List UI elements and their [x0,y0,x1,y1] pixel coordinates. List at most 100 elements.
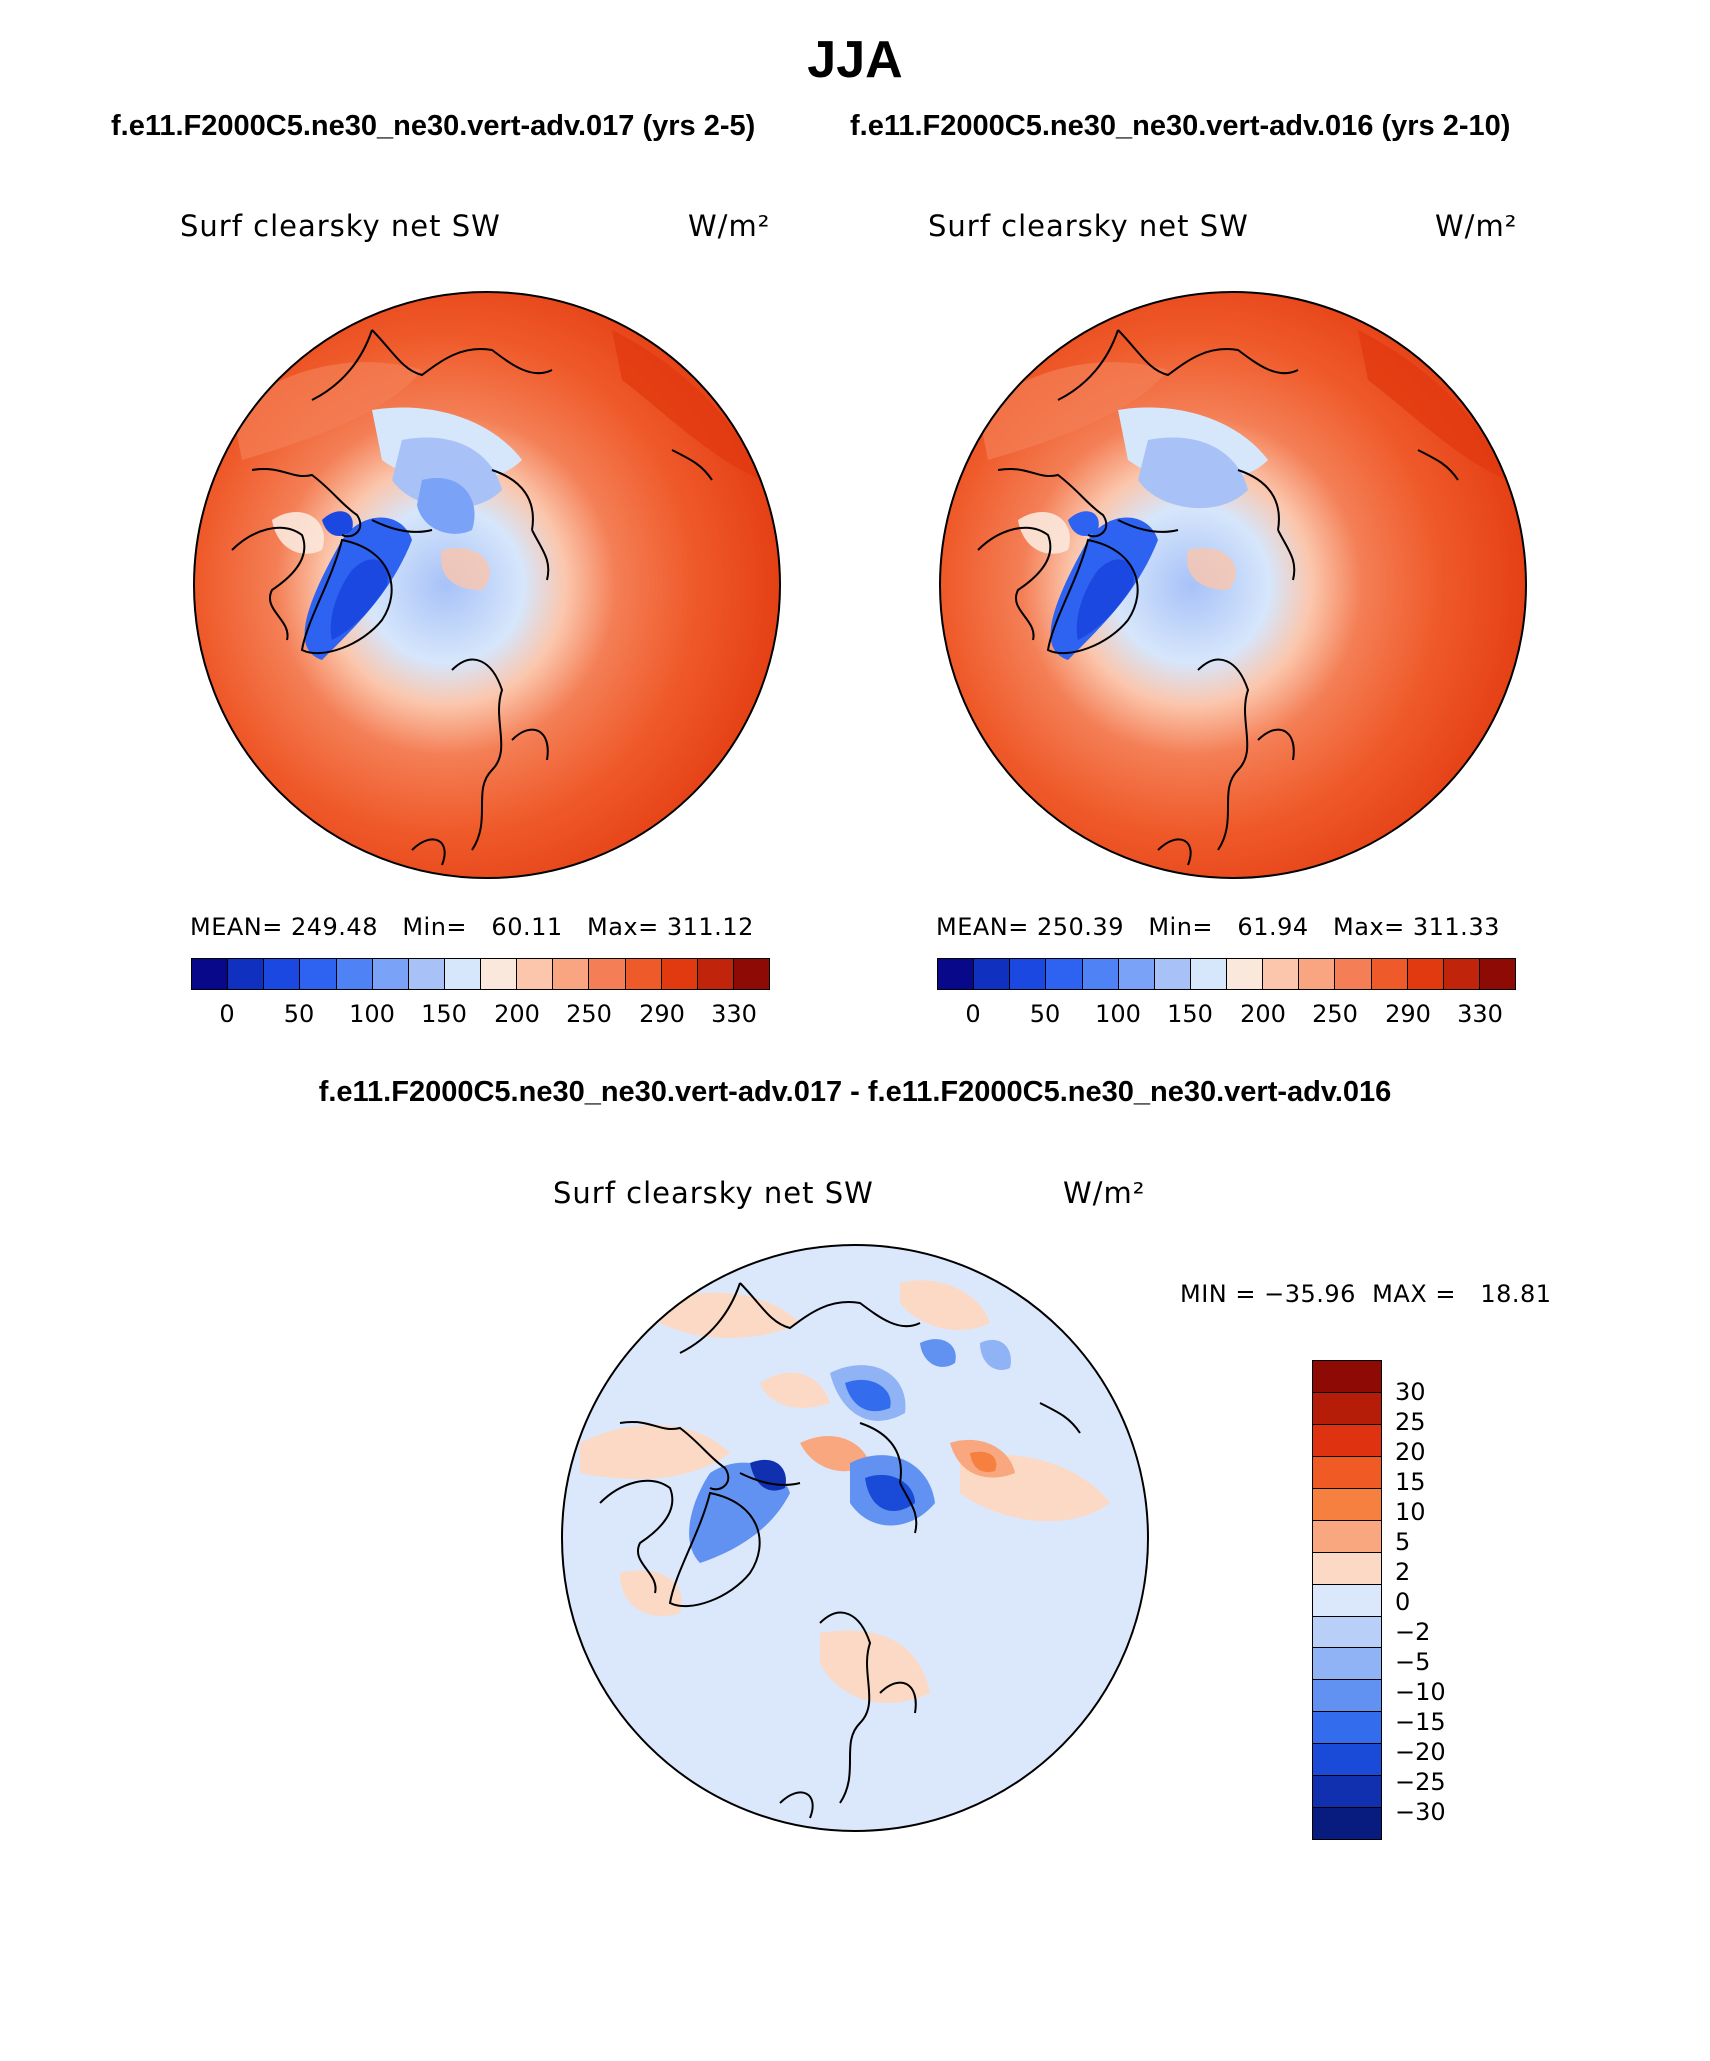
colorbar-swatch [974,959,1011,989]
right-units-label: W/m² [1435,209,1518,243]
colorbar-swatch [733,959,769,989]
colorbar-swatch [336,959,373,989]
left-units-label: W/m² [688,209,771,243]
colorbar-tick: −25 [1395,1768,1446,1796]
colorbar-tick: 330 [711,1000,757,1028]
colorbar-swatch [553,959,590,989]
colorbar-swatch [1010,959,1047,989]
right-run-title: f.e11.F2000C5.ne30_ne30.vert-adv.016 (yr… [850,110,1511,142]
colorbar-swatch [697,959,734,989]
colorbar-swatch [444,959,481,989]
colorbar-tick: 150 [1167,1000,1213,1028]
colorbar-swatch [1407,959,1444,989]
colorbar-swatch [1082,959,1119,989]
colorbar-tick: 250 [566,1000,612,1028]
colorbar-tick: 20 [1395,1438,1426,1466]
colorbar-swatch [938,959,975,989]
left-colorbar [191,958,770,990]
colorbar-swatch [1313,1552,1381,1585]
colorbar-swatch [192,959,229,989]
colorbar-swatch [1046,959,1083,989]
colorbar-tick: 100 [349,1000,395,1028]
colorbar-tick: −15 [1395,1708,1446,1736]
colorbar-tick: 15 [1395,1468,1426,1496]
colorbar-tick: 50 [1029,1000,1061,1028]
diff-polar-map [561,1244,1149,1832]
left-polar-map [193,291,781,879]
colorbar-swatch [1313,1392,1381,1425]
colorbar-tick: 0 [219,1000,235,1028]
colorbar-tick: 290 [1385,1000,1431,1028]
left-variable-label: Surf clearsky net SW [180,209,501,243]
main-title: JJA [807,31,903,89]
colorbar-tick: 0 [1395,1588,1411,1616]
colorbar-tick: 290 [639,1000,685,1028]
diff-variable-label: Surf clearsky net SW [553,1176,874,1210]
colorbar-tick: −10 [1395,1678,1446,1706]
colorbar-swatch [1263,959,1300,989]
colorbar-swatch [1371,959,1408,989]
colorbar-tick: 200 [1240,1000,1286,1028]
diff-title: f.e11.F2000C5.ne30_ne30.vert-adv.017 - f… [318,1076,1392,1108]
colorbar-tick: 250 [1312,1000,1358,1028]
colorbar-swatch [1118,959,1155,989]
colorbar-swatch [408,959,445,989]
right-stats: MEAN= 250.39 Min= 61.94 Max= 311.33 [936,913,1500,941]
colorbar-tick: 5 [1395,1528,1411,1556]
colorbar-tick: 150 [421,1000,467,1028]
colorbar-swatch [1313,1712,1381,1745]
colorbar-swatch [1227,959,1264,989]
colorbar-tick: 2 [1395,1558,1411,1586]
colorbar-swatch [264,959,301,989]
colorbar-swatch [300,959,337,989]
colorbar-tick: 30 [1395,1378,1426,1406]
colorbar-swatch [1313,1456,1381,1489]
colorbar-tick: 25 [1395,1408,1426,1436]
colorbar-swatch [1313,1776,1381,1809]
colorbar-tick: 330 [1457,1000,1503,1028]
colorbar-swatch [1443,959,1480,989]
colorbar-swatch [1313,1584,1381,1617]
right-variable-label: Surf clearsky net SW [928,209,1249,243]
colorbar-swatch [517,959,554,989]
colorbar-tick: 200 [494,1000,540,1028]
diff-colorbar [1312,1360,1382,1840]
diff-minmax: MIN = −35.96 MAX = 18.81 [1180,1280,1552,1308]
right-colorbar-labels: 0 50 100 150 200 250 290 330 [937,1000,1516,1030]
colorbar-tick: 0 [965,1000,981,1028]
colorbar-swatch [1154,959,1191,989]
colorbar-swatch [1313,1616,1381,1649]
colorbar-tick: −2 [1395,1618,1431,1646]
diff-units-label: W/m² [1063,1176,1146,1210]
colorbar-swatch [1313,1648,1381,1681]
colorbar-tick: 10 [1395,1498,1426,1526]
colorbar-swatch [1479,959,1515,989]
colorbar-tick: 100 [1095,1000,1141,1028]
colorbar-swatch [1313,1520,1381,1553]
colorbar-swatch [1313,1488,1381,1521]
diff-colorbar-labels: 30 25 20 15 10 5 2 0 −2 −5 −10 −15 −20 −… [1395,1360,1495,1840]
colorbar-swatch [228,959,265,989]
colorbar-tick: −5 [1395,1648,1431,1676]
colorbar-swatch [1313,1424,1381,1457]
right-polar-map [939,291,1527,879]
colorbar-swatch [589,959,626,989]
left-stats: MEAN= 249.48 Min= 60.11 Max= 311.12 [190,913,754,941]
colorbar-tick: −20 [1395,1738,1446,1766]
colorbar-swatch [481,959,518,989]
colorbar-swatch [1313,1744,1381,1777]
colorbar-swatch [625,959,662,989]
colorbar-swatch [661,959,698,989]
colorbar-swatch [1190,959,1227,989]
left-run-title: f.e11.F2000C5.ne30_ne30.vert-adv.017 (yr… [111,110,756,142]
colorbar-swatch [1313,1680,1381,1713]
colorbar-tick: 50 [283,1000,315,1028]
colorbar-swatch [1299,959,1336,989]
colorbar-swatch [372,959,409,989]
colorbar-swatch [1313,1808,1381,1840]
colorbar-tick: −30 [1395,1798,1446,1826]
left-colorbar-labels: 0 50 100 150 200 250 290 330 [191,1000,770,1030]
right-colorbar [937,958,1516,990]
colorbar-swatch [1313,1361,1381,1393]
colorbar-swatch [1335,959,1372,989]
